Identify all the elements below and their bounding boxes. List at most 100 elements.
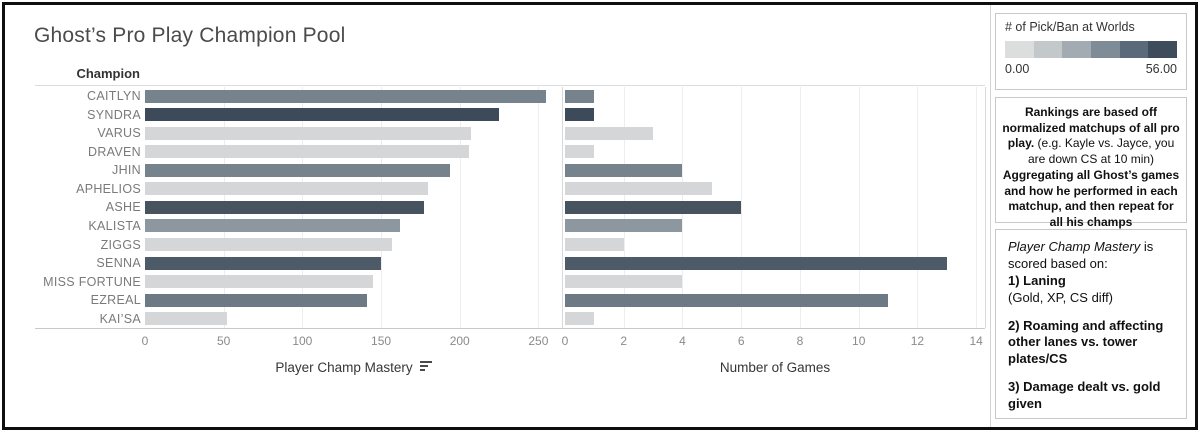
gridline [741, 87, 743, 328]
games-axis-title[interactable]: Number of Games [565, 360, 985, 375]
tick-label: 14 [969, 334, 983, 348]
gridline [976, 87, 978, 328]
x-axis-line [35, 328, 985, 329]
games-chart [565, 87, 985, 328]
mastery-note-line: 2) Roaming and affecting other lanes vs.… [1008, 317, 1164, 367]
row-label-aphelios[interactable]: APHELIOS [76, 181, 141, 196]
page-title: Ghost’s Pro Play Champion Pool [34, 24, 346, 47]
tick-label: 8 [796, 334, 804, 348]
games-axis-ticks: 0 2 4 6 8 10 12 14 [561, 334, 985, 350]
mastery-note-line [1008, 368, 1174, 379]
legend-color-ramp[interactable] [1005, 41, 1178, 58]
champion-labels: CAITLYN SYNDRA VARUS DRAVEN JHIN APHELIOS ASHE… [35, 87, 141, 328]
pickban-legend: # of Pick/Ban at Worlds 0.00 56.00 [995, 13, 1187, 90]
row-label-draven[interactable]: DRAVEN [88, 144, 141, 159]
mastery-axis-title-label: Player Champ Mastery [275, 360, 413, 375]
bar-number-of-games-ezreal[interactable] [565, 293, 889, 307]
legend-max-label: 56.00 [1145, 62, 1177, 76]
rankings-note-text: Rankings are based off normalized matchu… [1002, 105, 1180, 151]
tick-label: 0 [141, 334, 149, 348]
bar-number-of-games-draven[interactable] [565, 145, 595, 159]
tick-label: 0 [561, 334, 569, 348]
bar-player-champ-mastery-miss-fortune[interactable] [145, 275, 374, 289]
row-label-varus[interactable]: VARUS [97, 126, 141, 141]
legend-min-label: 0.00 [1005, 62, 1030, 76]
row-label-miss-fortune[interactable]: MISS FORTUNE [43, 274, 141, 289]
bar-number-of-games-kalista[interactable] [565, 219, 683, 233]
mastery-note-line [1008, 307, 1174, 318]
bar-player-champ-mastery-caitlyn[interactable] [145, 89, 547, 103]
bar-number-of-games-aphelios[interactable] [565, 182, 712, 196]
sort-descending-icon[interactable] [419, 360, 432, 373]
row-label-jhin[interactable]: JHIN [112, 163, 141, 178]
bar-number-of-games-varus[interactable] [565, 126, 654, 140]
row-label-kalista[interactable]: KALISTA [88, 218, 141, 233]
bar-number-of-games-syndra[interactable] [565, 108, 595, 122]
row-label-kai-sa[interactable]: KAI’SA [99, 311, 141, 326]
tick-label: 10 [852, 334, 866, 348]
row-label-syndra[interactable]: SYNDRA [87, 107, 141, 122]
bar-number-of-games-caitlyn[interactable] [565, 89, 595, 103]
champion-column-header[interactable]: Champion [76, 66, 140, 81]
chart-right-border [985, 87, 986, 328]
tick-label: 250 [528, 334, 549, 348]
tick-label: 200 [449, 334, 470, 348]
bar-player-champ-mastery-kalista[interactable] [145, 219, 400, 233]
bar-player-champ-mastery-senna[interactable] [145, 256, 382, 270]
games-axis-title-label: Number of Games [719, 360, 831, 375]
gridline [917, 87, 919, 328]
tick-label: 6 [737, 334, 745, 348]
rankings-note-text: (e.g. Kayle vs. Jayce, you are down CS a… [1027, 136, 1175, 167]
bar-player-champ-mastery-ashe[interactable] [145, 200, 424, 214]
mastery-scoring-note: Player Champ Mastery is scored based on:… [995, 229, 1187, 419]
header-divider [35, 85, 985, 86]
bar-player-champ-mastery-jhin[interactable] [145, 163, 451, 177]
tick-label: 50 [216, 334, 231, 348]
gridline [538, 87, 540, 328]
legend-step [1062, 41, 1092, 58]
tick-label: 2 [620, 334, 628, 348]
row-label-ashe[interactable]: ASHE [105, 200, 141, 215]
mastery-axis-title[interactable]: Player Champ Mastery [145, 360, 562, 375]
bar-player-champ-mastery-ezreal[interactable] [145, 293, 367, 307]
bar-player-champ-mastery-varus[interactable] [145, 126, 471, 140]
bar-number-of-games-jhin[interactable] [565, 163, 683, 177]
tick-label: 150 [371, 334, 392, 348]
bar-player-champ-mastery-aphelios[interactable] [145, 182, 429, 196]
bar-number-of-games-kai-sa[interactable] [565, 312, 595, 326]
legend-step [1091, 41, 1120, 58]
bar-number-of-games-miss-fortune[interactable] [565, 275, 683, 289]
tick-label: 12 [910, 334, 925, 348]
bar-number-of-games-ziggs[interactable] [565, 238, 624, 252]
bar-number-of-games-ashe[interactable] [565, 200, 742, 214]
tick-label: 100 [292, 334, 313, 348]
rankings-note-text: Aggregating all Ghost’s games and how he… [1002, 167, 1180, 230]
row-label-ezreal[interactable]: EZREAL [90, 293, 141, 308]
mastery-note-line: Player Champ Mastery is scored based on: [1008, 239, 1154, 271]
gridline [799, 87, 801, 328]
row-label-caitlyn[interactable]: CAITLYN [87, 89, 141, 104]
rankings-note: Rankings are based off normalized matchu… [995, 97, 1187, 229]
bar-player-champ-mastery-ziggs[interactable] [145, 238, 393, 252]
legend-step [1033, 41, 1063, 58]
legend-step [1005, 41, 1034, 58]
bar-number-of-games-senna[interactable] [565, 256, 947, 270]
mastery-note-line: (Gold, XP, CS diff) [1008, 289, 1114, 305]
mastery-axis-ticks: 0 50 100 150 200 250 [141, 334, 562, 350]
legend-step [1148, 41, 1178, 58]
bar-player-champ-mastery-syndra[interactable] [145, 108, 500, 122]
sidebar-divider [990, 4, 991, 428]
legend-step [1119, 41, 1149, 58]
row-label-ziggs[interactable]: ZIGGS [100, 237, 141, 252]
mastery-chart [145, 87, 562, 328]
mastery-note-line: 3) Damage dealt vs. gold given [1008, 379, 1161, 412]
legend-title: # of Pick/Ban at Worlds [1005, 20, 1135, 34]
gridline [858, 87, 860, 328]
gridline [459, 87, 461, 328]
mastery-note-line: 1) Laning [1008, 272, 1066, 288]
tick-label: 4 [679, 334, 686, 348]
bar-player-champ-mastery-draven[interactable] [145, 145, 470, 159]
bar-player-champ-mastery-kai-sa[interactable] [145, 312, 227, 326]
row-label-senna[interactable]: SENNA [96, 256, 141, 271]
chart-separator [562, 87, 563, 328]
